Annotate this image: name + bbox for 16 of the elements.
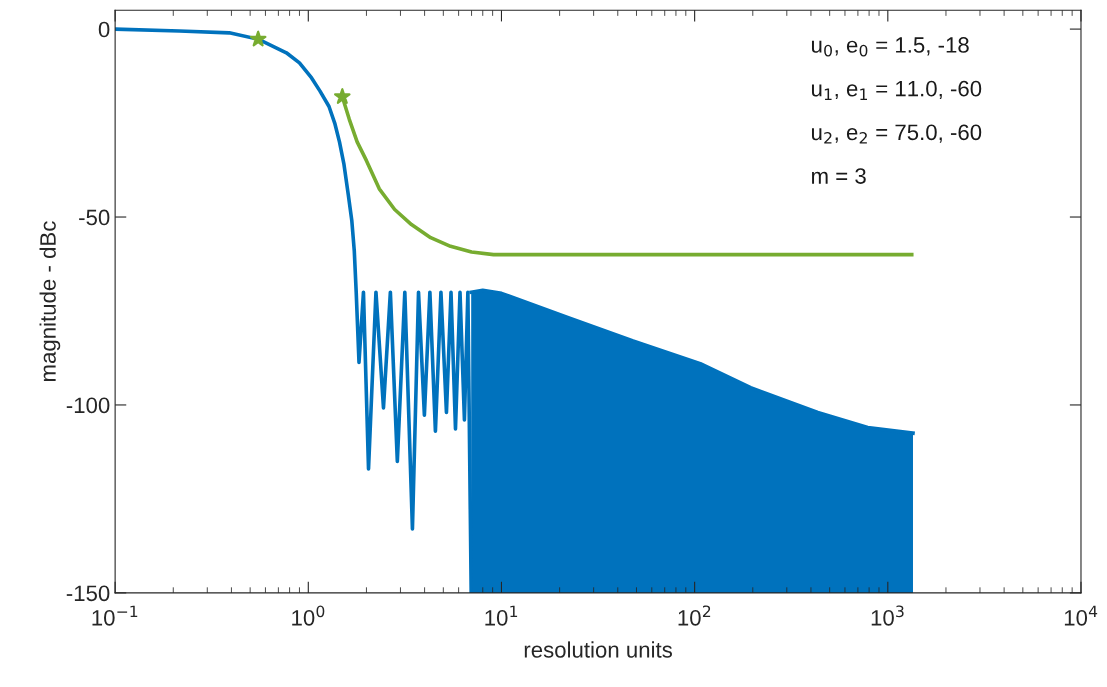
y-tick-label: -100 bbox=[66, 397, 110, 414]
y-tick-label: -150 bbox=[66, 585, 110, 602]
y-tick-label: 0 bbox=[98, 21, 110, 38]
x-tick-label: 10$^{2}$ bbox=[678, 605, 711, 626]
annotation: u$_{1}$, e$_{1}$ = 11.0, -60 bbox=[811, 80, 982, 100]
x-tick-label: 10$^{1}$ bbox=[485, 605, 518, 626]
annotation: m = 3 bbox=[812, 168, 866, 184]
x-tick-label: 10$^{−1}$ bbox=[92, 605, 138, 626]
annotation: u$_{2}$, e$_{2}$ = 75.0, -60 bbox=[811, 124, 982, 144]
y-tick-label: -50 bbox=[79, 209, 110, 226]
x-tick-label: 10$^{3}$ bbox=[871, 605, 904, 626]
x-axis-title: resolution units bbox=[524, 641, 672, 658]
y-axis-title: magnitude - dBc bbox=[39, 221, 61, 382]
x-tick-label: 10$^{4}$ bbox=[1064, 605, 1098, 626]
x-tick-label: 10$^{0}$ bbox=[292, 605, 325, 626]
annotation: u$_{0}$, e$_{0}$ = 1.5, -18 bbox=[811, 37, 969, 57]
